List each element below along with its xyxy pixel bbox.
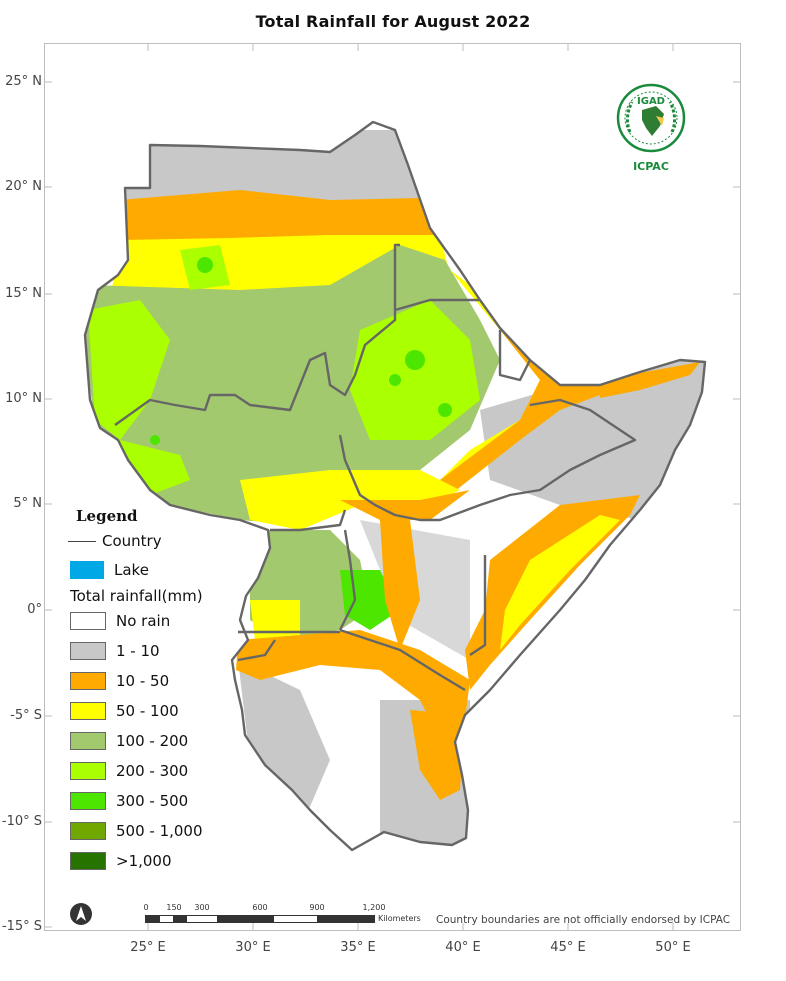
scale-tick-0: 0 <box>143 903 149 912</box>
legend-class-swatch <box>70 612 106 630</box>
legend-class-swatch <box>70 702 106 720</box>
map-title: Total Rainfall for August 2022 <box>255 12 531 31</box>
legend-class-swatch <box>70 642 106 660</box>
legend-class-label: No rain <box>116 612 171 630</box>
legend-class-row: 100 - 200 <box>70 732 188 750</box>
legend-class-label: 1 - 10 <box>116 642 160 660</box>
legend: Legend <box>68 507 258 525</box>
lon-label-45e: 45° E <box>550 940 586 955</box>
scale-tick-300: 300 <box>194 903 210 912</box>
lat-label-20n: 20° N <box>5 179 42 194</box>
country-boundaries <box>83 120 707 852</box>
lat-label-5s: -5° S <box>10 708 42 723</box>
lat-label-0: 0° <box>27 602 42 617</box>
lat-label-15n: 15° N <box>5 286 42 301</box>
lon-label-50e: 50° E <box>655 940 691 955</box>
lat-label-10n: 10° N <box>5 391 42 406</box>
map-frame <box>44 43 741 931</box>
lat-label-10s: -10° S <box>1 814 42 829</box>
legend-rainfall-title: Total rainfall(mm) <box>70 587 203 605</box>
lat-label-15s: -15° S <box>1 919 42 934</box>
north-arrow-icon <box>70 903 92 925</box>
legend-class-row: 10 - 50 <box>70 672 169 690</box>
lat-label-25n: 25° N <box>5 74 42 89</box>
legend-class-label: 10 - 50 <box>116 672 170 690</box>
legend-class-swatch <box>70 792 106 810</box>
scale-unit: Kilometers <box>378 914 421 923</box>
igad-icpac-logo: IGAD ICPAC <box>612 80 690 174</box>
legend-country-label: Country <box>102 532 162 550</box>
lon-label-35e: 35° E <box>340 940 376 955</box>
legend-country: Country <box>68 532 162 550</box>
legend-class-row: 1 - 10 <box>70 642 160 660</box>
legend-class-label: 300 - 500 <box>116 792 189 810</box>
legend-class-swatch <box>70 672 106 690</box>
scale-tick-600: 600 <box>252 903 268 912</box>
scale-tick-1200: 1,200 <box>362 903 386 912</box>
legend-lake-label: Lake <box>114 561 149 579</box>
lon-label-30e: 30° E <box>235 940 271 955</box>
country-line-icon <box>68 540 96 542</box>
legend-class-row: 50 - 100 <box>70 702 179 720</box>
grid-ticks <box>44 43 741 931</box>
lon-label-25e: 25° E <box>130 940 166 955</box>
legend-class-row: 200 - 300 <box>70 762 188 780</box>
legend-lake: Lake <box>70 561 149 579</box>
logo-bottom-text: ICPAC <box>633 160 669 173</box>
legend-class-swatch <box>70 822 106 840</box>
scale-bar <box>145 915 375 923</box>
legend-class-swatch <box>70 852 106 870</box>
legend-class-row: 300 - 500 <box>70 792 188 810</box>
legend-class-swatch <box>70 762 106 780</box>
legend-class-swatch <box>70 732 106 750</box>
legend-class-label: 200 - 300 <box>116 762 189 780</box>
legend-class-label: 100 - 200 <box>116 732 189 750</box>
legend-title: Legend <box>76 507 138 525</box>
lon-label-40e: 40° E <box>445 940 481 955</box>
logo-top-text: IGAD <box>637 96 665 107</box>
scale-tick-900: 900 <box>309 903 325 912</box>
legend-class-label: >1,000 <box>116 852 172 870</box>
legend-class-row: >1,000 <box>70 852 172 870</box>
legend-class-row: 500 - 1,000 <box>70 822 203 840</box>
lake-swatch <box>70 561 104 579</box>
legend-class-label: 500 - 1,000 <box>116 822 203 840</box>
lat-label-5n: 5° N <box>13 496 42 511</box>
boundary-disclaimer: Country boundaries are not officially en… <box>436 914 731 926</box>
scale-tick-150: 150 <box>166 903 182 912</box>
rainfall-fill <box>85 122 705 850</box>
legend-class-label: 50 - 100 <box>116 702 179 720</box>
legend-class-row: No rain <box>70 612 170 630</box>
